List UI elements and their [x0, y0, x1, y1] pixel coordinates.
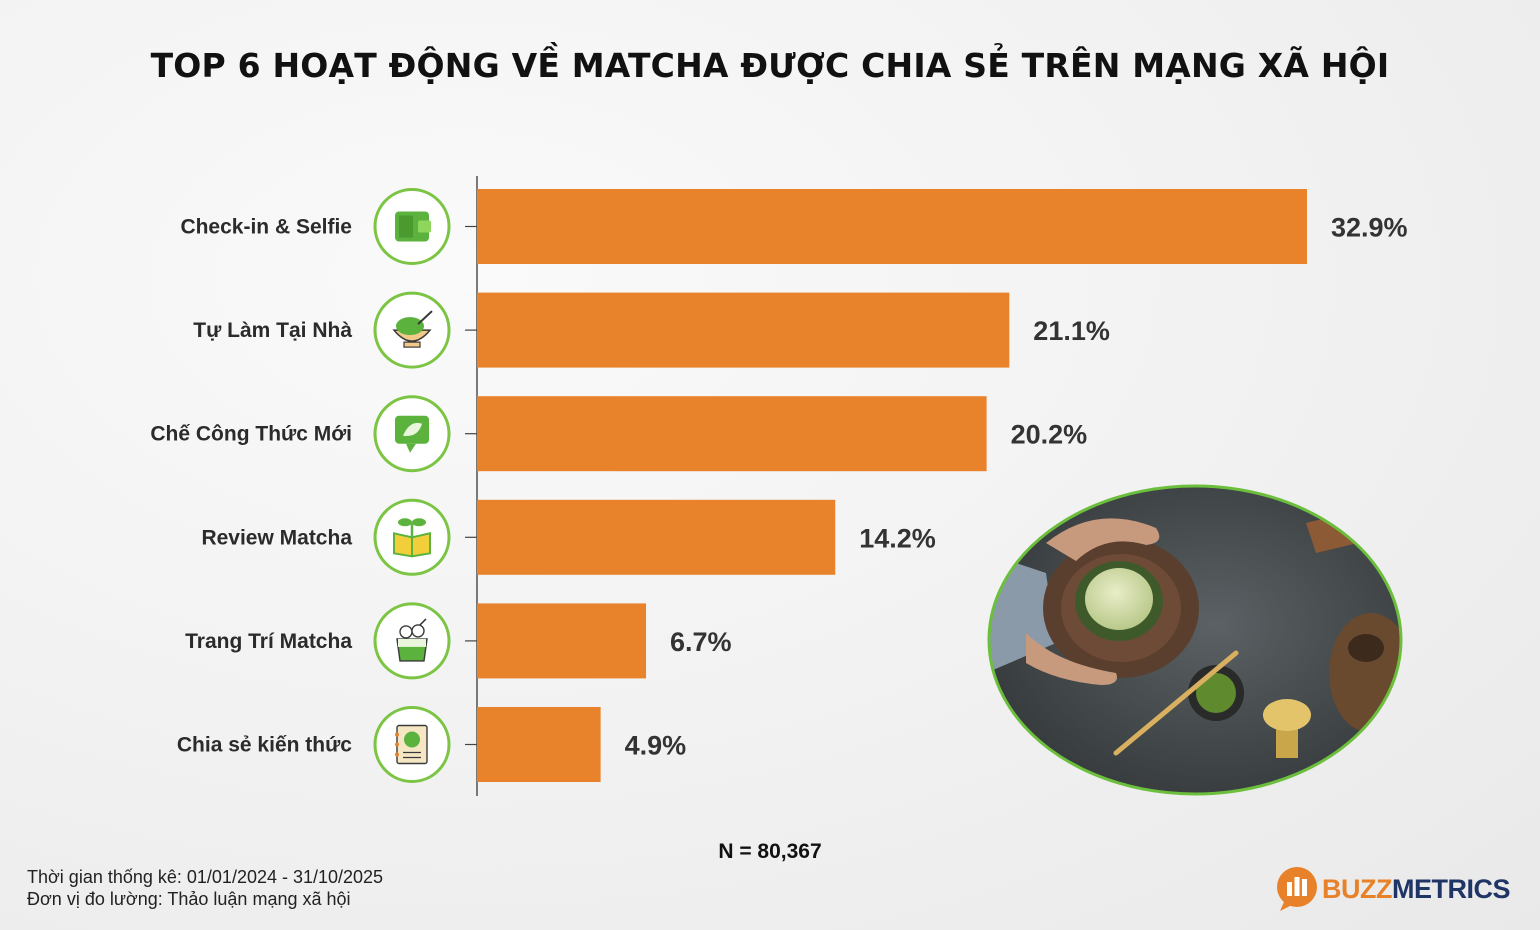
wallet-icon: [373, 188, 451, 265]
sample-size: N = 80,367: [718, 840, 822, 863]
buzzmetrics-logo: BUZZMETRICS: [1276, 866, 1516, 912]
value-label-5: 6.7%: [670, 627, 732, 657]
bar-1: [477, 189, 1307, 264]
bar-4: [477, 499, 836, 575]
value-label-4: 14.2%: [859, 523, 936, 553]
brand-name-part2: METRICS: [1391, 873, 1511, 904]
footnote-period: Thời gian thống kê: 01/01/2024 - 31/10/2…: [27, 867, 384, 887]
buzzmetrics-logo-icon: [1277, 867, 1317, 911]
footnote-unit: Đơn vị đo lường: Thảo luận mạng xã hội: [27, 889, 351, 909]
book-sprout-icon: [373, 498, 451, 576]
matcha-photo: [987, 484, 1403, 796]
category-label-2: Tự Làm Tại Nhà: [193, 319, 352, 342]
value-label-2: 21.1%: [1033, 316, 1110, 346]
value-label-3: 20.2%: [1011, 420, 1088, 450]
brand-name: BUZZMETRICS: [1322, 874, 1510, 905]
bowl-whisk-icon: [373, 291, 451, 369]
brand-name-part1: BUZZ: [1322, 873, 1392, 904]
category-label-1: Check-in & Selfie: [180, 216, 352, 239]
category-label-4: Review Matcha: [201, 526, 352, 549]
value-label-6: 4.9%: [625, 731, 687, 761]
bar-6: [477, 707, 601, 782]
chart-title: TOP 6 HOẠT ĐỘNG VỀ MATCHA ĐƯỢC CHIA SẺ T…: [150, 46, 1390, 85]
category-label-3: Chế Công Thức Mới: [150, 423, 352, 446]
bar-5: [477, 603, 647, 679]
category-label-6: Chia sẻ kiến thức: [177, 734, 352, 757]
bar-3: [477, 396, 987, 472]
notebook-leaf-icon: [373, 706, 451, 783]
bar-2: [477, 292, 1010, 368]
value-label-1: 32.9%: [1331, 213, 1408, 243]
category-label-5: Trang Trí Matcha: [185, 630, 352, 653]
recipe-chat-icon: [373, 395, 451, 473]
cup-dessert-icon: [373, 602, 451, 680]
